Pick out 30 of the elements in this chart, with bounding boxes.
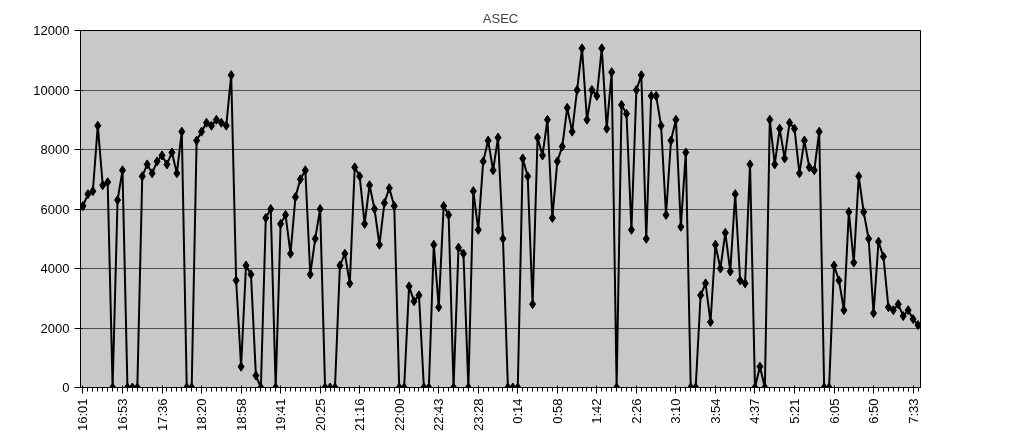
- x-tick-label: 3:10: [668, 398, 684, 424]
- y-tick-label: 10000: [33, 82, 70, 98]
- x-tick-label: 6:05: [826, 398, 842, 424]
- y-tick-label: 4000: [40, 261, 70, 276]
- x-tick-label: 18:20: [194, 398, 210, 432]
- x-tick-label: 17:36: [154, 398, 170, 432]
- x-tick-label: 1:42: [589, 398, 605, 424]
- x-tick-label: 2:26: [628, 398, 644, 424]
- y-tick-label: 6000: [40, 201, 70, 217]
- x-tick-label: 5:21: [787, 398, 802, 424]
- y-tick-label: 12000: [33, 23, 70, 38]
- x-tick-label: 22:00: [391, 398, 407, 432]
- x-tick-label: 0:14: [510, 398, 526, 424]
- x-tick-label: 3:54: [707, 398, 723, 424]
- x-tick-label: 22:43: [431, 398, 447, 432]
- x-tick-label: 16:01: [75, 398, 91, 432]
- x-tick-label: 7:33: [905, 398, 921, 424]
- x-tick-label: 6:50: [866, 398, 882, 424]
- x-tick-label: 4:37: [747, 398, 763, 424]
- x-tick-label: 23:28: [470, 398, 486, 432]
- x-tick-label: 21:16: [352, 398, 368, 432]
- x-tick-label: 20:25: [312, 398, 328, 432]
- x-tick-label: 19:41: [273, 398, 289, 432]
- y-tick-label: 8000: [40, 142, 70, 157]
- chart-title: ASEC: [482, 10, 519, 26]
- x-tick-label: 16:53: [115, 398, 130, 432]
- x-tick-label: 0:58: [549, 398, 565, 424]
- y-tick-label: 0: [62, 380, 70, 395]
- x-tick-label: 18:58: [233, 398, 249, 432]
- y-tick-label: 2000: [40, 320, 70, 336]
